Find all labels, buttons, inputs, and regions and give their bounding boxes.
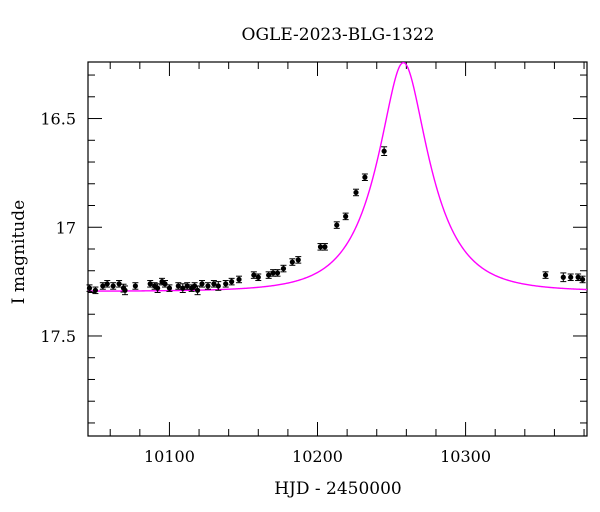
data-point [210,280,217,288]
y-axis-label: I magnitude [9,200,29,304]
data-point [575,273,582,282]
data-point [184,282,191,290]
data-point [199,280,206,288]
data-point [194,285,201,296]
data-point [255,273,262,282]
model-curve [88,62,587,292]
data-point [179,283,186,293]
data-point [92,286,99,295]
y-tick-label: 16.5 [40,110,76,129]
data-point [222,280,229,288]
data-point [280,264,287,273]
plot-frame [87,61,588,437]
y-tick-label: 17 [56,218,76,237]
data-points [86,146,586,296]
data-point [579,275,586,284]
data-point [161,280,168,288]
data-point [270,269,277,277]
data-point [265,271,272,279]
data-point [361,173,368,182]
data-point [342,212,349,221]
data-point [321,243,328,251]
data-point [542,271,549,279]
data-point [110,282,117,290]
chart-title: OGLE-2023-BLG-1322 [242,25,435,45]
data-point [204,282,211,290]
data-point [104,280,111,288]
data-point [295,256,302,264]
data-point [289,258,296,266]
data-point [132,282,139,290]
x-tick-labels: 10100 10200 10300 [144,447,491,466]
data-point [560,272,567,283]
x-tick-label: 10100 [144,447,195,466]
y-tick-label: 17.5 [40,327,76,346]
data-point [250,271,257,279]
data-point [99,282,106,290]
x-tick-label: 10200 [292,447,343,466]
x-axis-label: HJD - 2450000 [274,479,402,499]
data-point [166,284,173,292]
data-point [381,146,388,156]
data-point [333,221,340,229]
data-point [228,277,235,286]
data-point [353,188,360,197]
y-tick-labels: 16.5 17 17.5 [40,110,76,346]
data-point [236,275,243,284]
data-point [274,269,281,277]
data-point [86,284,93,292]
data-point [122,285,129,296]
data-point [175,282,182,290]
x-tick-label: 10300 [440,447,491,466]
data-point [116,280,123,288]
data-point [215,281,222,291]
data-point [147,280,154,288]
data-point [567,273,574,282]
axis-ticks [88,62,587,436]
data-point [154,283,161,293]
